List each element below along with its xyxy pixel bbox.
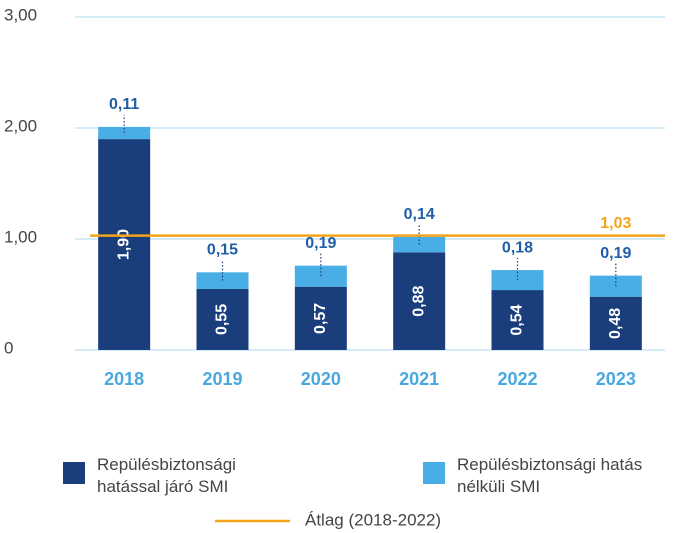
y-tick-label: 0 <box>4 338 13 357</box>
x-tick-label: 2023 <box>596 369 636 389</box>
bar-segment <box>98 139 151 350</box>
value-label: 0,15 <box>207 242 238 259</box>
y-tick-label: 3,00 <box>4 5 37 24</box>
y-tick-label: 1,00 <box>4 227 37 246</box>
legend-swatch <box>63 462 85 484</box>
bar-segment <box>294 286 347 350</box>
bar-segment <box>196 288 249 350</box>
legend-label: Repülésbiztonsági hatás nélküli SMI <box>457 455 643 496</box>
bar-segment <box>589 296 642 350</box>
value-label: 0,54 <box>509 304 526 335</box>
y-tick-label: 2,00 <box>4 116 37 135</box>
value-label: 0,19 <box>305 235 336 252</box>
value-label: 0,14 <box>404 206 435 223</box>
value-label: 0,88 <box>410 285 427 316</box>
legend-swatch <box>423 462 445 484</box>
value-label: 1,90 <box>115 229 132 260</box>
value-label: 0,57 <box>312 303 329 334</box>
bar-segment <box>491 290 544 350</box>
value-label: 0,55 <box>214 304 231 335</box>
bar-segment <box>393 252 446 350</box>
x-tick-label: 2018 <box>104 369 144 389</box>
value-label: 0,11 <box>109 96 139 113</box>
x-tick-label: 2020 <box>301 369 341 389</box>
value-label: 0,19 <box>600 245 631 262</box>
average-label: 1,03 <box>600 215 631 232</box>
x-tick-label: 2022 <box>497 369 537 389</box>
value-label: 0,48 <box>607 308 624 339</box>
legend-label: Átlag (2018-2022) <box>305 510 441 529</box>
x-tick-label: 2021 <box>399 369 439 389</box>
x-tick-label: 2019 <box>202 369 242 389</box>
legend-label: Repülésbiztonsági hatással járó SMI <box>97 455 236 496</box>
value-label: 0,18 <box>502 239 533 256</box>
